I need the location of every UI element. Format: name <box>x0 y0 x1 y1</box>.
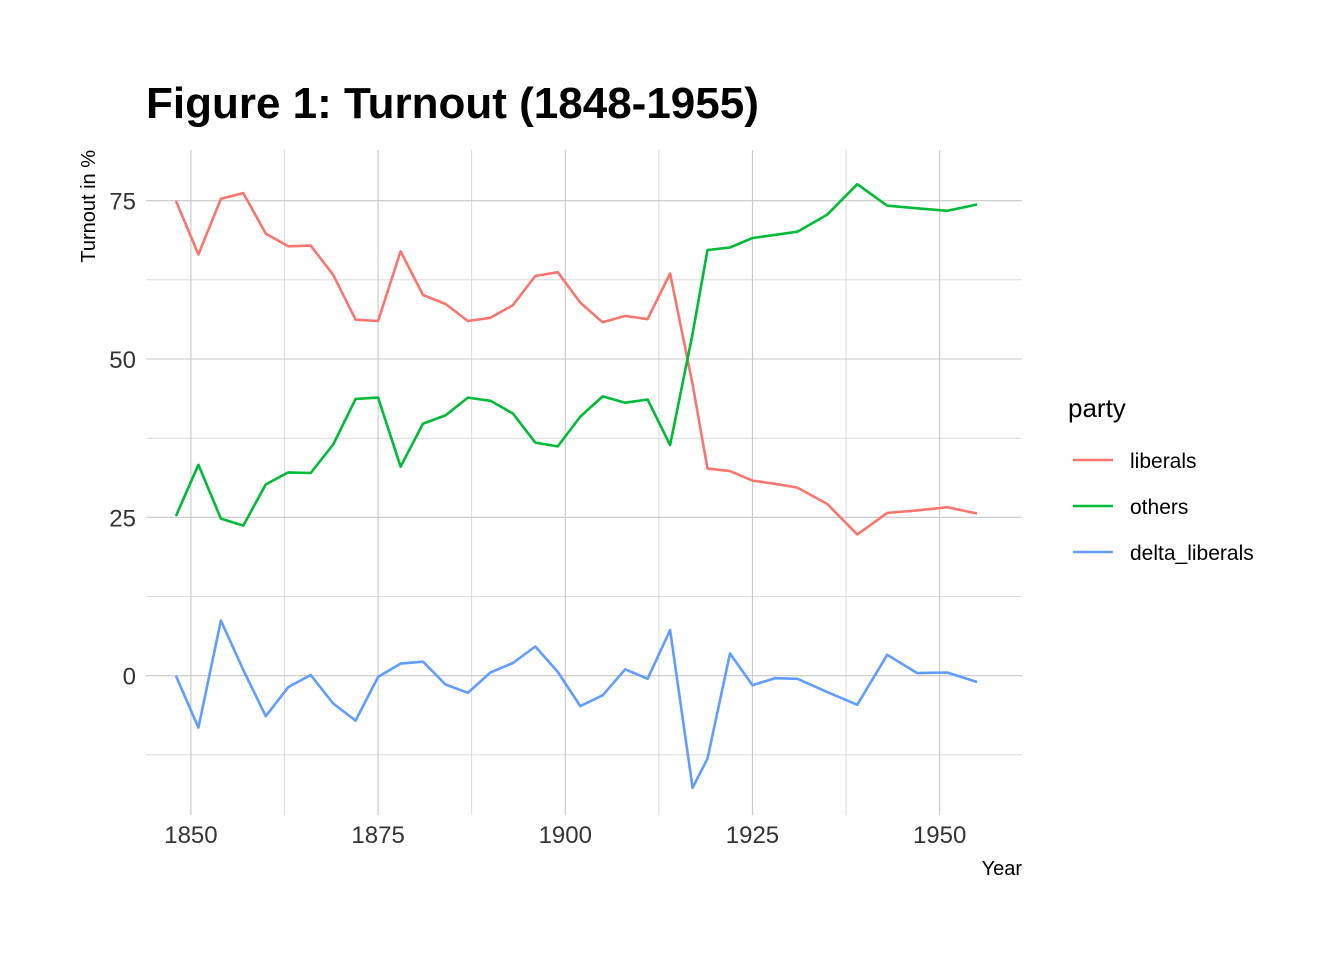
y-tick-label: 50 <box>109 347 136 374</box>
legend-label-liberals: liberals <box>1130 450 1197 473</box>
y-tick-label: 0 <box>123 664 136 691</box>
series-line-liberals <box>174 191 978 536</box>
x-tick-label: 1850 <box>164 822 217 849</box>
legend-title: party <box>1068 393 1126 423</box>
legend-items: liberals others delta_liberals <box>1073 450 1254 565</box>
series-line-delta-liberals <box>174 619 978 790</box>
x-axis-ticks: 1850 1875 1900 1925 1950 <box>164 822 966 849</box>
chart-title: Figure 1: Turnout (1848-1955) <box>146 79 759 128</box>
x-tick-label: 1925 <box>726 822 779 849</box>
x-tick-label: 1875 <box>351 822 404 849</box>
x-tick-label: 1950 <box>913 822 966 849</box>
y-axis-ticks: 0 25 50 75 <box>109 189 136 691</box>
x-tick-label: 1900 <box>539 822 592 849</box>
x-axis-label: Year <box>982 858 1023 880</box>
y-tick-label: 75 <box>109 189 136 216</box>
legend: party liberals others delta_liberals <box>1068 393 1254 565</box>
series-line-others <box>174 182 978 527</box>
legend-label-delta-liberals: delta_liberals <box>1130 542 1254 565</box>
y-tick-label: 25 <box>109 505 136 532</box>
series-lines <box>174 182 978 790</box>
y-axis-label: Turnout in % <box>78 150 100 263</box>
grid <box>146 150 1022 815</box>
legend-label-others: others <box>1130 496 1188 519</box>
